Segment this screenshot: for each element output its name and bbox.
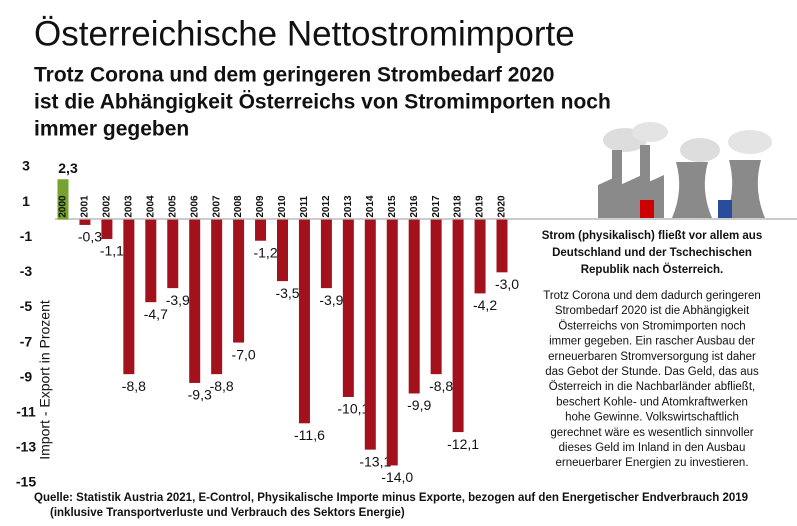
factory-icon [598, 122, 772, 218]
x-tick-label: 2013 [343, 195, 354, 218]
chart-title: Österreichische Nettostromimporte [34, 14, 575, 53]
x-tick-label: 2007 [211, 195, 222, 218]
note-text: das Gebot der Stunde. Das Geld, das aus [545, 366, 759, 378]
value-label: -14,0 [381, 469, 413, 485]
bar [211, 219, 223, 375]
x-tick-label: 2020 [497, 195, 508, 218]
y-tick-label: -5 [20, 298, 33, 314]
bar [167, 219, 179, 289]
bar [452, 219, 464, 433]
note-bold: Deutschland und der Tschechischen [552, 247, 752, 259]
bar [298, 219, 310, 424]
note-text: immer gegeben. Ein rascher Ausbau der [549, 336, 755, 348]
note-text: Österreichs von Stromimporten noch [558, 320, 745, 332]
x-tick-label: 2003 [123, 195, 134, 218]
value-label: -0,3 [78, 229, 102, 245]
y-tick-label: -13 [16, 439, 36, 455]
bar [474, 219, 486, 294]
note-text: Trotz Corona und dem dadurch geringeren [543, 290, 761, 302]
note-text: erneuerbarer Energien zu investieren. [555, 457, 748, 469]
note: Strom (physikalisch) fließt vor allem au… [542, 230, 762, 469]
note-bold: Republik nach Österreich. [581, 263, 724, 276]
bar [101, 219, 113, 239]
value-label: -1,1 [100, 243, 124, 259]
y-tick-label: -1 [20, 228, 33, 244]
x-tick-label: 2010 [277, 195, 288, 218]
x-tick-label: 2004 [145, 195, 156, 218]
value-label: -10,1 [337, 401, 369, 417]
value-label: -8,8 [210, 378, 234, 394]
value-label: 2,3 [58, 160, 78, 176]
x-tick-label: 2005 [167, 195, 178, 218]
x-tick-label: 2018 [453, 195, 464, 218]
y-tick-label: -7 [20, 333, 33, 349]
value-label: -8,8 [429, 378, 453, 394]
note-text: hohe Gewinne. Volkswirtschaftlich [565, 412, 739, 424]
bar [496, 219, 508, 273]
value-label: -4,2 [473, 297, 497, 313]
value-label: -3,9 [319, 292, 343, 308]
subtitle: immer gegeben [34, 118, 189, 141]
value-label: -3,0 [495, 276, 519, 292]
x-tick-label: 2006 [189, 195, 200, 218]
note-text: erneuerbaren Stromversorgung ist daher [548, 351, 756, 363]
note-text: beschert Kohle- und Atomkraftwerken [556, 396, 748, 408]
x-tick-label: 2017 [431, 195, 442, 218]
bar [255, 219, 267, 241]
bar [342, 219, 354, 397]
bar [430, 219, 442, 375]
y-tick-label: 1 [22, 193, 30, 209]
x-tick-label: 2001 [80, 195, 91, 218]
x-tick-label: 2000 [58, 195, 69, 218]
note-text: Österreich in die Nachbarländer abfließt… [549, 381, 755, 393]
bar [189, 219, 201, 383]
x-tick-label: 2019 [475, 195, 486, 218]
source: Quelle: Statistik Austria 2021, E-Contro… [34, 492, 748, 504]
value-label: -13,1 [359, 453, 391, 469]
note-text: Strombedarf 2020 ist die Abhängigkeit [555, 305, 750, 317]
value-label: -9,9 [407, 397, 431, 413]
subtitle: ist die Abhängigkeit Österreichs von Str… [34, 91, 611, 114]
source: (inklusive Transportverluste und Verbrau… [50, 507, 405, 519]
value-label: -1,2 [253, 244, 277, 260]
y-tick-label: -3 [20, 263, 33, 279]
x-tick-label: 2015 [387, 195, 398, 218]
bar [145, 219, 157, 303]
note-bold: Strom (physikalisch) fließt vor allem au… [542, 230, 762, 242]
note-text: dieses Geld im Inland in den Ausbau [559, 442, 746, 454]
bar [320, 219, 332, 289]
value-label: -4,7 [144, 306, 168, 322]
bar [79, 219, 91, 225]
x-tick-label: 2012 [321, 195, 332, 218]
subtitle: Trotz Corona und dem geringeren Strombed… [34, 64, 554, 87]
value-label: -3,9 [166, 292, 190, 308]
bar [277, 219, 288, 282]
x-tick-label: 2008 [233, 195, 244, 218]
x-tick-label: 2002 [102, 195, 113, 218]
bar [123, 219, 135, 375]
bar [233, 219, 245, 343]
y-tick-label: -15 [16, 474, 36, 490]
bar [57, 179, 69, 220]
y-axis-title: Import - Export in Prozent [37, 300, 53, 460]
value-label: -9,3 [188, 387, 212, 403]
value-label: -3,5 [275, 285, 299, 301]
value-label: -8,8 [122, 378, 146, 394]
x-tick-label: 2016 [409, 195, 420, 218]
bar [364, 219, 376, 450]
x-tick-label: 2014 [365, 195, 376, 218]
bar [408, 219, 420, 394]
y-tick-label: -11 [16, 403, 36, 419]
value-label: -11,6 [294, 427, 325, 443]
note-text: gerechnet wäre es wesentlich sinnvoller [550, 427, 753, 439]
value-label: -12,1 [447, 436, 479, 452]
bar [386, 219, 398, 466]
value-label: -7,0 [232, 346, 256, 362]
y-tick-label: 3 [22, 158, 30, 174]
y-tick-label: -9 [20, 368, 33, 384]
x-tick-label: 2009 [255, 195, 266, 218]
x-tick-label: 2011 [299, 196, 310, 218]
